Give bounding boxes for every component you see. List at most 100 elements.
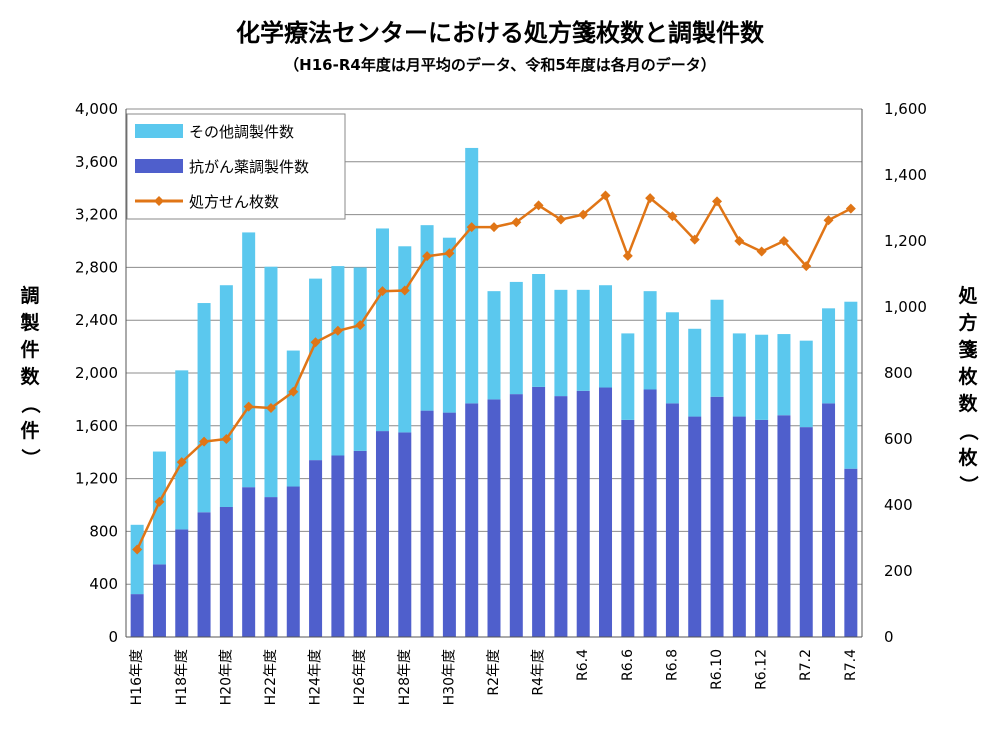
left-tick-label: 3,600 bbox=[75, 153, 118, 171]
bar-other bbox=[688, 328, 702, 417]
prescription-point bbox=[801, 261, 812, 272]
bar-anticancer bbox=[398, 432, 412, 637]
x-tick-label: H16年度 bbox=[129, 649, 145, 705]
bar-anticancer bbox=[242, 487, 256, 637]
bar-anticancer bbox=[844, 468, 858, 637]
left-tick-label: 3,200 bbox=[75, 206, 118, 224]
x-tick-label: R7.4 bbox=[843, 649, 859, 681]
x-tick-label: R6.6 bbox=[620, 649, 636, 681]
bar-other bbox=[621, 333, 635, 420]
prescription-point bbox=[823, 215, 834, 226]
left-tick-label: 1,600 bbox=[75, 417, 118, 435]
x-tick-label: H20年度 bbox=[218, 649, 234, 705]
prescription-point bbox=[756, 246, 767, 257]
prescription-point bbox=[132, 544, 143, 555]
left-tick-label: 0 bbox=[108, 628, 118, 646]
bar-anticancer bbox=[732, 416, 746, 637]
bar-other bbox=[242, 232, 256, 488]
bar-other bbox=[732, 333, 746, 417]
bar-anticancer bbox=[420, 410, 434, 637]
right-tick-label: 1,000 bbox=[884, 298, 927, 316]
bar-anticancer bbox=[442, 412, 456, 637]
prescription-point bbox=[511, 217, 522, 228]
bar-other bbox=[844, 301, 858, 469]
axis-title-char: 数 bbox=[958, 392, 978, 415]
prescription-line bbox=[132, 190, 856, 555]
bar-other bbox=[465, 147, 479, 404]
prescription-point bbox=[310, 337, 321, 348]
bar-other bbox=[822, 308, 836, 404]
axis-title-char: （ bbox=[19, 394, 42, 413]
bar-anticancer bbox=[599, 387, 613, 637]
prescription-point bbox=[355, 320, 366, 331]
right-axis-title: 処方箋枚数（枚） bbox=[957, 284, 980, 495]
bar-other bbox=[509, 281, 523, 395]
x-tick-label: R6.8 bbox=[664, 649, 680, 681]
right-tick-label: 200 bbox=[884, 562, 913, 580]
bar-other bbox=[710, 299, 724, 397]
bar-other bbox=[375, 228, 389, 432]
prescription-point bbox=[176, 457, 187, 468]
x-tick-label: R6.10 bbox=[709, 649, 725, 690]
bar-anticancer bbox=[710, 396, 724, 637]
x-tick-label: H28年度 bbox=[397, 649, 413, 705]
bar-other bbox=[353, 267, 367, 451]
prescription-point bbox=[422, 251, 433, 262]
left-tick-label: 4,000 bbox=[75, 100, 118, 118]
bar-other bbox=[219, 285, 233, 507]
prescription-point bbox=[845, 203, 856, 214]
axis-title-char: （ bbox=[957, 421, 980, 440]
bar-other bbox=[554, 289, 568, 397]
bar-other bbox=[799, 340, 813, 428]
right-tick-label: 1,600 bbox=[884, 100, 927, 118]
bar-other bbox=[130, 524, 144, 595]
x-tick-label: R4年度 bbox=[531, 649, 547, 696]
right-tick-label: 0 bbox=[884, 628, 894, 646]
legend-swatch-other bbox=[135, 124, 183, 138]
bar-other bbox=[442, 237, 456, 413]
bar-other bbox=[755, 334, 769, 420]
prescription-point bbox=[377, 286, 388, 297]
legend-label-anticancer: 抗がん薬調製件数 bbox=[189, 158, 309, 176]
bars bbox=[130, 147, 858, 637]
prescription-point bbox=[622, 250, 633, 261]
prescription-point bbox=[533, 200, 544, 211]
chart-subtitle: （H16-R4年度は月平均のデータ、令和5年度は各月のデータ） bbox=[284, 56, 716, 74]
right-tick-label: 400 bbox=[884, 496, 913, 514]
prescription-point bbox=[645, 193, 656, 204]
bar-other bbox=[777, 334, 791, 416]
bar-anticancer bbox=[353, 450, 367, 637]
legend-marker bbox=[154, 196, 164, 206]
prescription-point bbox=[712, 196, 723, 207]
x-tick-label: H26年度 bbox=[352, 649, 368, 705]
bar-other bbox=[398, 246, 412, 433]
left-axis-title: 調製件数（件） bbox=[19, 284, 42, 468]
bar-anticancer bbox=[197, 512, 211, 637]
x-tick-label: H24年度 bbox=[308, 649, 324, 705]
axis-title-char: 数 bbox=[20, 365, 40, 388]
bar-anticancer bbox=[755, 419, 769, 637]
bar-other bbox=[264, 266, 278, 498]
axis-title-char: 箋 bbox=[957, 338, 977, 361]
bar-other bbox=[643, 291, 657, 390]
prescription-point bbox=[489, 222, 499, 233]
axes bbox=[125, 109, 863, 638]
prescription-point bbox=[689, 234, 700, 245]
bar-anticancer bbox=[509, 394, 523, 637]
axis-title-char: 方 bbox=[958, 311, 977, 334]
axis-title-char: 件 bbox=[20, 338, 39, 361]
bar-anticancer bbox=[777, 415, 791, 637]
bar-anticancer bbox=[286, 486, 300, 637]
bar-anticancer bbox=[130, 594, 144, 637]
prescription-point bbox=[444, 248, 455, 259]
prescription-point bbox=[555, 214, 566, 225]
bar-anticancer bbox=[175, 529, 189, 637]
bar-other bbox=[286, 350, 300, 487]
x-axis-ticks: H16年度 H18年度 H20年度 H22年度 H24年度 H26年度 H28年度 H30年度… bbox=[129, 649, 859, 705]
bar-other bbox=[420, 225, 434, 411]
right-tick-label: 800 bbox=[884, 364, 913, 382]
x-tick-label: R6.4 bbox=[575, 649, 591, 681]
left-tick-label: 2,400 bbox=[75, 311, 118, 329]
axis-title-char: 調 bbox=[20, 284, 39, 307]
